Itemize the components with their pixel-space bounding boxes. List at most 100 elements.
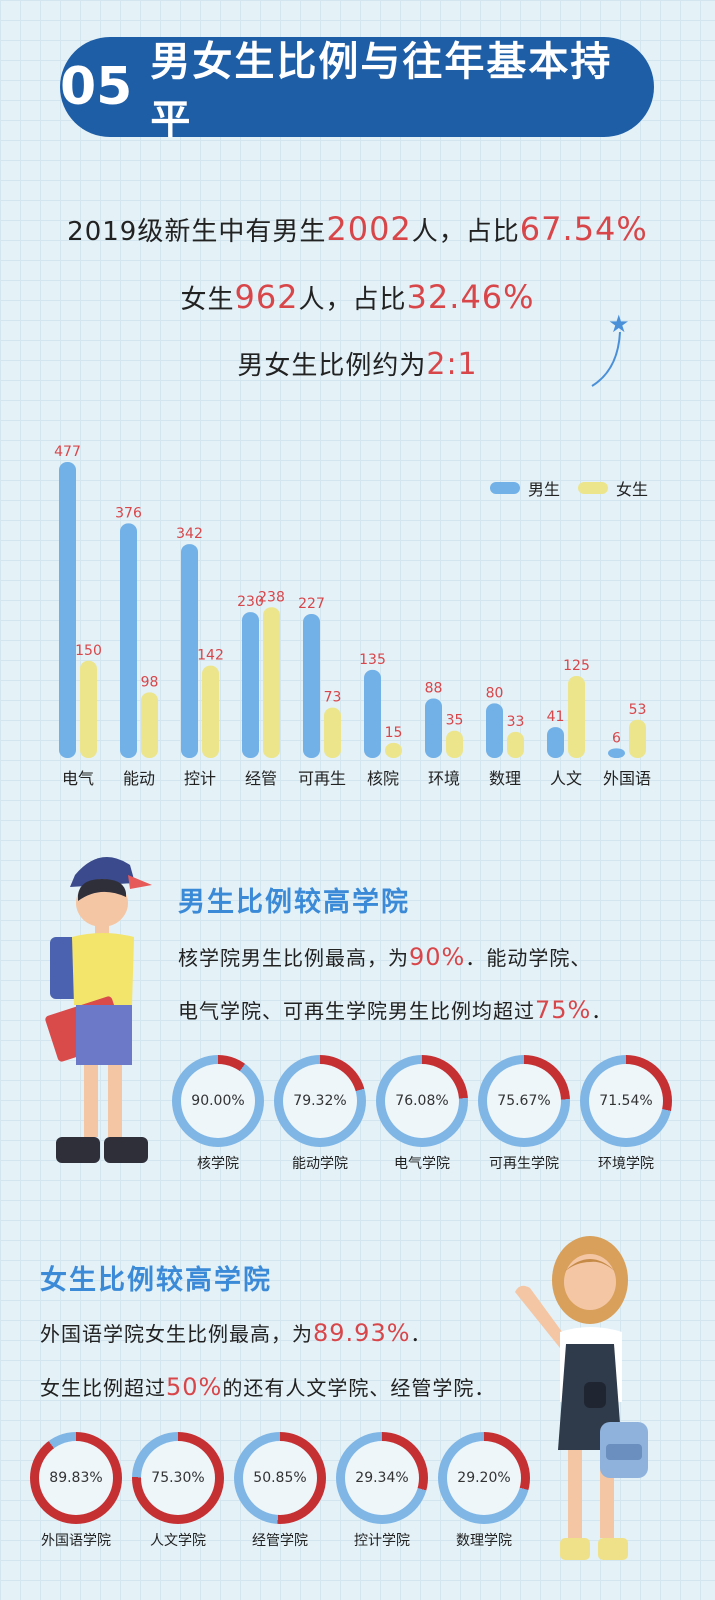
bar-label-male-5: 135 <box>359 652 386 668</box>
legend-female: 女生 <box>578 476 648 500</box>
bar-male-4 <box>303 613 320 758</box>
donut-ring: 90.00% <box>172 1055 264 1147</box>
ring-value: 50.85% <box>243 1441 317 1515</box>
bar-label-female-9: 53 <box>629 702 647 718</box>
legend-male: 男生 <box>490 476 560 500</box>
male-section-text-1: 核学院男生比例最高，为90%．能动学院、 <box>178 942 591 971</box>
legend-male-label: 男生 <box>528 480 561 499</box>
category-label-6: 环境 <box>428 769 460 788</box>
bar-label-male-6: 88 <box>425 680 443 696</box>
female-section-text-1: 外国语学院女生比例最高，为89.93%． <box>40 1318 432 1347</box>
category-label-9: 外国语 <box>603 769 651 788</box>
bar-label-female-4: 73 <box>324 690 342 706</box>
ring-label: 经管学院 <box>252 1533 308 1549</box>
bar-label-male-9: 6 <box>612 730 621 746</box>
bar-male-5 <box>364 669 381 758</box>
donut-ring: 79.32% <box>274 1055 366 1147</box>
para-highlight: 89.93% <box>313 1319 411 1347</box>
bar-label-female-1: 98 <box>141 674 159 690</box>
summary-text: 人，占比 <box>411 217 520 247</box>
category-label-2: 控计 <box>184 769 216 788</box>
ring-value: 76.08% <box>385 1064 459 1138</box>
summary-line-1: 2019级新生中有男生2002人，占比67.54% <box>0 210 715 248</box>
category-label-4: 可再生 <box>298 769 346 788</box>
bar-female-9 <box>629 719 646 758</box>
section-number: 05 <box>60 57 133 117</box>
bar-label-male-3: 230 <box>237 594 264 610</box>
ring-label: 可再生学院 <box>489 1156 559 1172</box>
ring-label: 电气学院 <box>394 1156 450 1172</box>
ring-value: 79.32% <box>283 1064 357 1138</box>
para-highlight: 50% <box>166 1373 223 1401</box>
para-highlight: 75% <box>535 996 592 1024</box>
bar-male-1 <box>120 523 137 758</box>
summary-text: 2019级新生中有男生 <box>67 217 327 247</box>
summary-text: 女生 <box>180 285 235 315</box>
bar-label-female-3: 238 <box>258 589 285 605</box>
bar-male-3 <box>242 612 259 758</box>
bar-label-female-6: 35 <box>446 713 464 729</box>
male-section-title: 男生比例较高学院 <box>178 887 410 918</box>
summary-text: 人，占比 <box>298 285 407 315</box>
para-text: 核学院男生比例最高，为 <box>178 946 409 970</box>
male-count: 2002 <box>326 210 412 248</box>
ring-label: 外国语学院 <box>41 1533 111 1549</box>
bar-label-female-2: 142 <box>197 648 224 664</box>
female-section-title: 女生比例较高学院 <box>40 1265 272 1296</box>
category-label-5: 核院 <box>367 769 399 788</box>
bar-female-4 <box>324 707 341 758</box>
bar-female-0 <box>80 660 97 758</box>
section-title: 男女生比例与往年基本持平 <box>150 39 613 143</box>
ring-label: 数理学院 <box>456 1533 512 1549</box>
ring-label: 控计学院 <box>354 1533 410 1549</box>
ring-value: 89.83% <box>39 1441 113 1515</box>
bar-male-8 <box>547 727 564 758</box>
bar-label-male-7: 80 <box>486 685 504 701</box>
donut-ring: 71.54% <box>580 1055 672 1147</box>
bar-label-male-2: 342 <box>176 526 203 542</box>
ring-value: 71.54% <box>589 1064 663 1138</box>
bar-male-0 <box>59 462 76 758</box>
ring-value: 29.20% <box>447 1441 521 1515</box>
ring-item: 90.00% 核学院 <box>170 1055 266 1173</box>
para-text: 的还有人文学院、经管学院． <box>222 1376 496 1400</box>
bar-female-2 <box>202 665 219 758</box>
summary-line-3: 男女生比例约为2:1 <box>0 345 715 382</box>
bar-label-female-7: 33 <box>507 714 525 730</box>
male-pct: 67.54% <box>519 210 648 248</box>
female-count: 962 <box>234 278 299 316</box>
para-text: ． <box>410 1322 432 1346</box>
bar-label-male-4: 227 <box>298 596 325 612</box>
bar-female-7 <box>507 731 524 758</box>
ring-item: 75.30% 人文学院 <box>130 1432 226 1550</box>
legend-male-swatch <box>490 482 520 494</box>
ring-label: 能动学院 <box>292 1156 348 1172</box>
ring-label: 核学院 <box>197 1156 239 1172</box>
ring-value: 29.34% <box>345 1441 419 1515</box>
category-label-8: 人文 <box>550 769 582 788</box>
bar-female-1 <box>141 692 158 758</box>
ring-item: 89.83% 外国语学院 <box>28 1432 124 1550</box>
category-label-7: 数理 <box>489 769 521 788</box>
para-text: 女生比例超过 <box>40 1376 166 1400</box>
girl-illustration <box>515 1236 648 1560</box>
ratio-value: 2:1 <box>426 347 478 382</box>
para-highlight: 90% <box>409 943 466 971</box>
bar-label-male-0: 477 <box>54 444 81 460</box>
bar-female-5 <box>385 742 402 758</box>
legend-female-label: 女生 <box>616 480 649 499</box>
para-text: ． <box>591 999 613 1023</box>
female-section-text-2: 女生比例超过50%的还有人文学院、经管学院． <box>40 1372 495 1401</box>
ring-label: 环境学院 <box>598 1156 654 1172</box>
female-pct: 32.46% <box>406 278 535 316</box>
boy-illustration <box>45 857 152 1163</box>
ring-item: 50.85% 经管学院 <box>232 1432 328 1550</box>
bar-female-3 <box>263 607 280 758</box>
para-text: 外国语学院女生比例最高，为 <box>40 1322 313 1346</box>
ring-item: 29.20% 数理学院 <box>436 1432 532 1550</box>
male-section-text-2: 电气学院、可再生学院男生比例均超过75%． <box>178 995 612 1024</box>
donut-ring: 29.20% <box>438 1432 530 1524</box>
ring-item: 79.32% 能动学院 <box>272 1055 368 1173</box>
summary-text: 男女生比例约为 <box>237 351 427 381</box>
ring-item: 75.67% 可再生学院 <box>476 1055 572 1173</box>
